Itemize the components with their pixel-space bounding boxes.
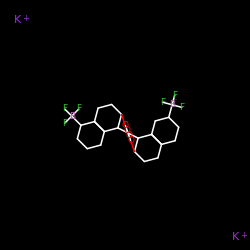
Text: O: O xyxy=(124,126,131,135)
Text: F: F xyxy=(76,104,82,114)
Text: B: B xyxy=(69,112,75,120)
Text: K: K xyxy=(232,232,239,242)
Text: ⁻: ⁻ xyxy=(174,100,177,105)
Text: +: + xyxy=(22,14,29,23)
Text: K: K xyxy=(14,15,21,25)
Text: B: B xyxy=(169,100,175,109)
Text: F: F xyxy=(62,119,67,128)
Text: O: O xyxy=(127,136,134,145)
Text: O: O xyxy=(125,131,132,140)
Text: F: F xyxy=(172,90,177,100)
Text: F: F xyxy=(179,103,184,112)
Text: F: F xyxy=(62,104,67,114)
Text: ⁻: ⁻ xyxy=(74,111,77,116)
Text: F: F xyxy=(160,98,165,107)
Text: +: + xyxy=(240,231,247,240)
Text: O: O xyxy=(122,121,129,130)
